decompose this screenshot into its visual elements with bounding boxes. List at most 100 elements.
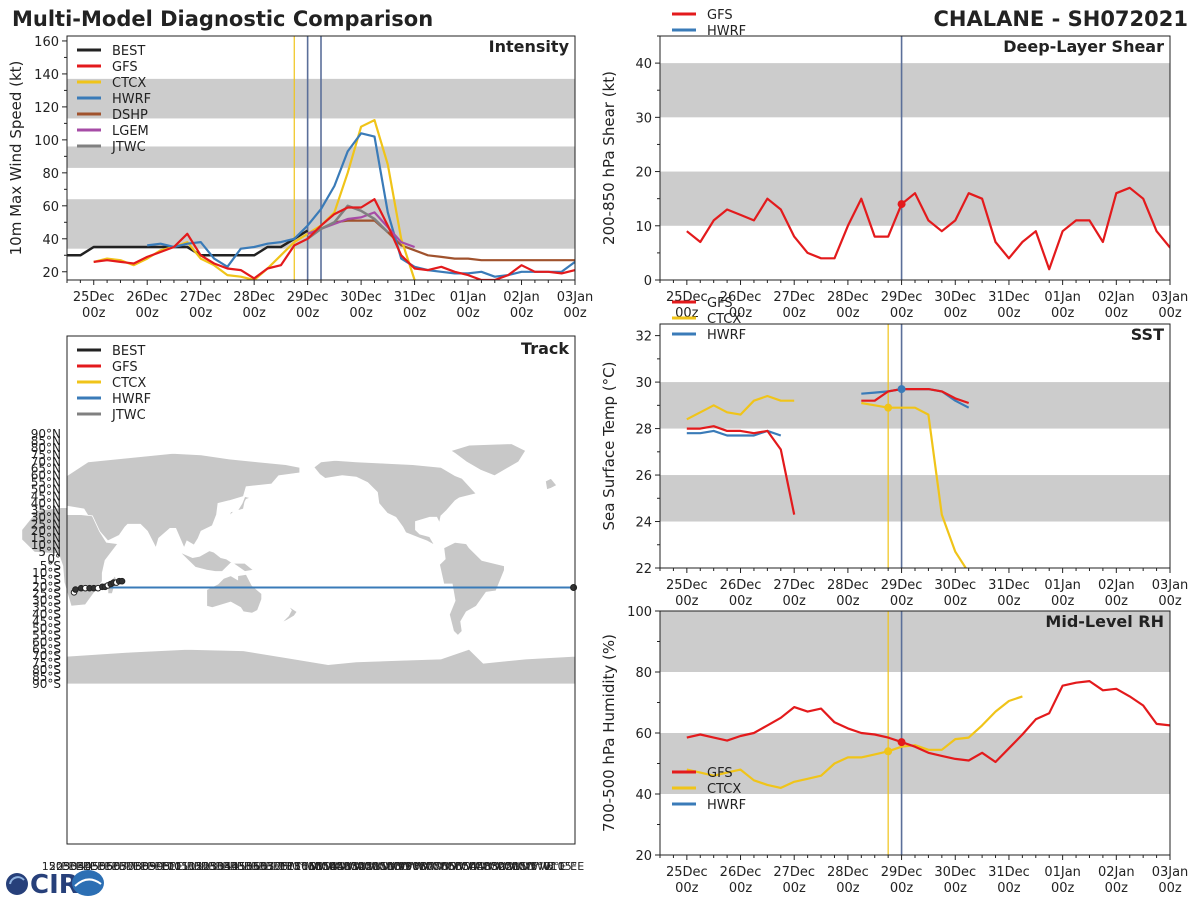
legend-label-jtwc: JTWC	[111, 140, 146, 155]
marker-ctcx	[884, 747, 893, 756]
lon-label-39: 150°W	[316, 860, 353, 873]
lat-label-13: 25°N	[31, 517, 61, 531]
band-1	[660, 611, 1170, 672]
lon-label-1: 20°E	[49, 860, 75, 873]
series-gfs-line	[686, 425, 796, 515]
xtick-day-8: 02Jan	[1098, 290, 1135, 305]
intensity-panel: 2040608010012014016025Dec00z26Dec00z27De…	[7, 35, 594, 321]
lon-label-55: 70°W	[434, 860, 464, 873]
band-1	[660, 63, 1170, 118]
lon-label-0: 15°E	[42, 860, 68, 873]
lat-label-4: 70°N	[31, 455, 61, 469]
series-hwrf-line	[147, 132, 575, 278]
lon-label-72: 15°E	[558, 860, 584, 873]
ytick-label-2: 20	[635, 166, 652, 181]
lon-label-50: 95°W	[398, 860, 428, 873]
lat-label-25: 35°S	[32, 601, 61, 615]
xtick-hour-1: 00z	[729, 881, 753, 896]
series-jtwc-line	[306, 204, 389, 240]
ytick-label-4: 40	[635, 57, 652, 72]
series-group	[67, 119, 575, 280]
xtick-day-9: 03Jan	[557, 290, 594, 305]
xtick-hour-4: 00z	[890, 594, 914, 609]
series-ctcx-line	[93, 119, 416, 280]
lat-label-35: 85°S	[32, 670, 61, 684]
xtick-day-1: 26Dec	[720, 290, 762, 305]
lon-label-25: 140°E	[217, 860, 250, 873]
sst-title: SST	[1131, 325, 1164, 344]
marker-gfs	[897, 738, 906, 747]
xtick-hour-9: 00z	[1158, 306, 1182, 321]
xtick-hour-5: 00z	[944, 594, 968, 609]
xtick-hour-2: 00z	[783, 306, 807, 321]
xtick-hour-2: 00z	[189, 306, 213, 321]
land-greenland	[449, 443, 527, 477]
lat-label-26: 40°S	[32, 608, 61, 622]
xtick-hour-3: 00z	[242, 306, 266, 321]
lon-label-56: 65°W	[441, 860, 471, 873]
lon-label-31: 170°E	[260, 860, 293, 873]
xtick-day-6: 31Dec	[988, 578, 1030, 593]
lon-label-22: 125°E	[196, 860, 229, 873]
lon-label-33: 180°	[278, 860, 305, 873]
lon-label-3: 30°E	[63, 860, 89, 873]
track-title: Track	[521, 339, 569, 358]
lat-label-24: 30°S	[32, 594, 61, 608]
lat-label-9: 45°N	[31, 490, 61, 504]
legend-label-hwrf: HWRF	[707, 798, 746, 813]
lat-label-1: 85°N	[31, 434, 61, 448]
lon-label-65: 20°W	[506, 860, 536, 873]
lon-label-9: 60°E	[106, 860, 132, 873]
shear-ylabel: 200-850 hPa Shear (kt)	[600, 71, 618, 245]
track-legend-label-best: BEST	[112, 344, 145, 359]
lon-label-24: 135°E	[210, 860, 243, 873]
lat-label-0: 90°N	[31, 427, 61, 441]
xtick-hour-3: 00z	[836, 594, 860, 609]
legend-label-lgem: LGEM	[112, 124, 149, 139]
lon-label-54: 75°W	[427, 860, 457, 873]
lat-label-7: 55°N	[31, 476, 61, 490]
land-japan	[228, 496, 252, 517]
lat-label-14: 20°N	[31, 524, 61, 538]
plot-frame	[659, 323, 1171, 569]
lat-label-21: 15°S	[32, 573, 61, 587]
legend-label-gfs: GFS	[112, 60, 138, 75]
shear-panel: 01020304025Dec00z26Dec00z27Dec00z28Dec00…	[600, 8, 1188, 321]
land-australia	[206, 573, 263, 614]
lon-label-45: 120°W	[359, 860, 396, 873]
xtick-hour-7: 00z	[1051, 306, 1075, 321]
ytick-label-3: 28	[635, 423, 652, 438]
lon-label-42: 135°W	[337, 860, 374, 873]
lon-label-69: 0°	[543, 860, 556, 873]
xtick-hour-6: 00z	[997, 881, 1021, 896]
xtick-day-5: 30Dec	[934, 865, 976, 880]
series-gfs-line	[861, 388, 970, 405]
xtick-hour-7: 00z	[456, 306, 480, 321]
legend-label-hwrf: HWRF	[112, 92, 151, 107]
lon-label-16: 95°E	[156, 860, 182, 873]
series-group	[686, 680, 1170, 789]
ytick-label-5: 32	[635, 330, 652, 345]
lon-label-15: 90°E	[149, 860, 175, 873]
ytick-label-3: 30	[635, 111, 652, 126]
xtick-day-3: 28Dec	[233, 290, 275, 305]
lon-label-53: 80°W	[420, 860, 450, 873]
lon-label-10: 65°E	[113, 860, 139, 873]
lon-label-12: 75°E	[128, 860, 154, 873]
lon-label-66: 15°W	[513, 860, 543, 873]
lat-label-3: 75°N	[31, 448, 61, 462]
lon-label-59: 50°W	[463, 860, 493, 873]
ytick-label-1: 40	[42, 233, 59, 248]
lon-label-19: 110°E	[174, 860, 207, 873]
lon-label-13: 80°E	[135, 860, 161, 873]
ytick-label-5: 120	[34, 101, 59, 116]
series-gfs-line	[686, 680, 1170, 764]
xtick-hour-0: 00z	[675, 881, 699, 896]
xtick-hour-8: 00z	[1105, 881, 1129, 896]
rh-panel: 2040608010025Dec00z26Dec00z27Dec00z28Dec…	[600, 605, 1188, 896]
lon-label-2: 25°E	[56, 860, 82, 873]
lon-label-21: 120°E	[189, 860, 222, 873]
legend-label-dshp: DSHP	[112, 108, 148, 123]
lon-label-26: 145°E	[225, 860, 258, 873]
lon-label-36: 165°W	[294, 860, 331, 873]
